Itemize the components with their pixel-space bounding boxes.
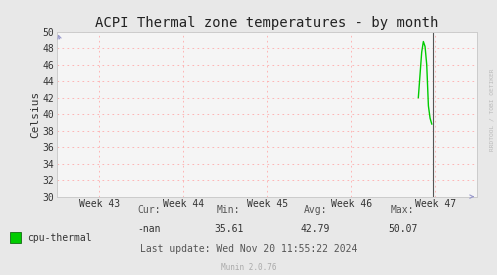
Text: cpu-thermal: cpu-thermal xyxy=(27,233,91,243)
Text: Last update: Wed Nov 20 11:55:22 2024: Last update: Wed Nov 20 11:55:22 2024 xyxy=(140,244,357,254)
Text: 35.61: 35.61 xyxy=(214,224,244,234)
Text: Avg:: Avg: xyxy=(304,205,328,215)
Text: Cur:: Cur: xyxy=(137,205,161,215)
Text: 42.79: 42.79 xyxy=(301,224,331,234)
Text: RRDTOOL / TOBI OETIKER: RRDTOOL / TOBI OETIKER xyxy=(490,69,495,151)
Y-axis label: Celsius: Celsius xyxy=(30,90,40,138)
Text: Min:: Min: xyxy=(217,205,241,215)
Text: Munin 2.0.76: Munin 2.0.76 xyxy=(221,263,276,272)
Text: 50.07: 50.07 xyxy=(388,224,417,234)
Text: -nan: -nan xyxy=(137,224,161,234)
Title: ACPI Thermal zone temperatures - by month: ACPI Thermal zone temperatures - by mont… xyxy=(95,16,439,31)
Text: Max:: Max: xyxy=(391,205,414,215)
